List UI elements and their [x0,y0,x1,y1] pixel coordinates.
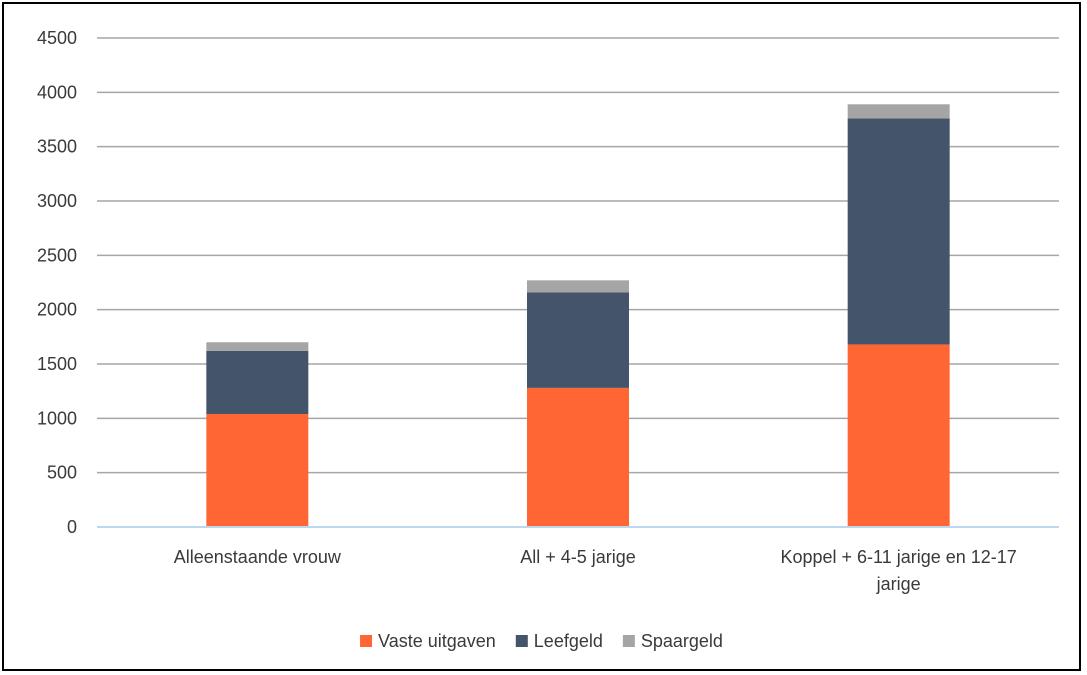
x-tick-label: All + 4-5 jarige [520,547,636,567]
bar-segment [206,350,309,414]
x-tick-label: jarige [876,574,921,594]
y-tick-label: 2000 [37,300,77,320]
bar-segment [527,292,629,388]
bars [206,104,950,527]
legend-swatch [622,635,635,647]
y-tick-label: 500 [47,463,77,483]
stacked-bar-chart: 0 500 1000 1500 2000 2500 3000 3500 4000 4500 All… [37,28,1059,651]
y-tick-label: 3000 [37,191,77,211]
y-tick-label: 1500 [37,354,77,374]
legend-swatch [360,635,373,647]
bar-segment [847,104,950,119]
bar-segment [847,344,950,527]
legend: Vaste uitgaven Leefgeld Spaargeld [360,631,723,651]
legend-swatch [515,635,528,647]
y-tick-label: 3500 [37,137,77,157]
x-axis-labels: Alleenstaande vrouw All + 4-5 jarige Koppe… [174,547,1017,594]
y-axis-ticks: 0 500 1000 1500 2000 2500 3000 3500 4000 4500 [37,28,77,537]
bar-segment [527,280,629,293]
bar-segment [527,387,629,527]
bar-segment [206,342,309,351]
y-tick-label: 2500 [37,245,77,265]
y-tick-label: 4500 [37,28,77,48]
x-tick-label: Alleenstaande vrouw [174,547,342,567]
bar-segment [206,413,309,527]
y-tick-label: 4000 [37,82,77,102]
legend-label: Vaste uitgaven [378,631,496,651]
bar-segment [847,118,950,345]
y-tick-label: 0 [67,517,77,537]
y-tick-label: 1000 [37,408,77,428]
legend-label: Leefgeld [534,631,603,651]
legend-label: Spaargeld [641,631,723,651]
x-tick-label: Koppel + 6-11 jarige en 12-17 [780,547,1016,567]
